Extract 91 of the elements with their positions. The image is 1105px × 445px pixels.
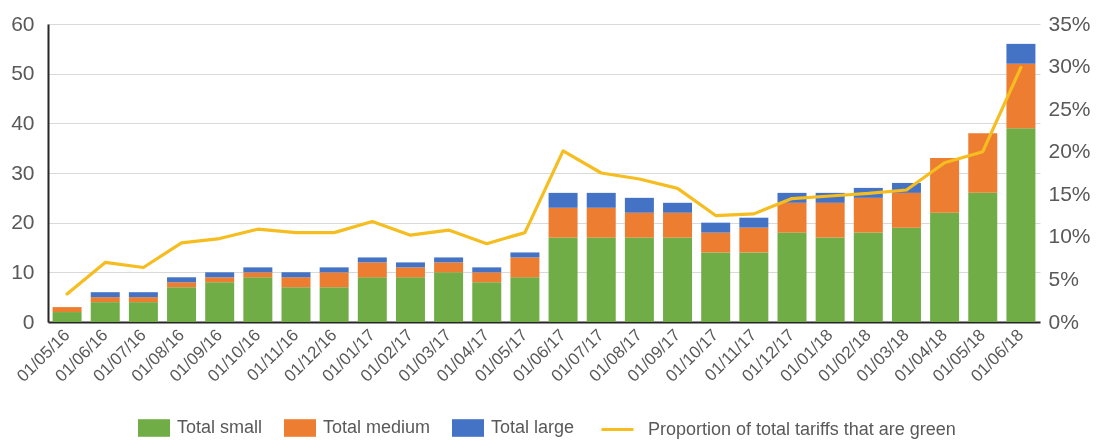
bar [281,272,311,278]
bar [548,192,578,208]
bar [510,277,540,322]
bar [586,207,616,238]
bar [395,262,425,268]
bar [930,212,960,322]
bar [1006,43,1036,64]
bar [205,277,235,283]
bar [1006,63,1036,129]
bar [319,287,349,322]
bar [167,282,197,288]
bar [128,292,158,298]
y-tick-label: 0 [22,309,35,333]
bar [663,202,693,213]
bar [243,267,273,273]
bar [395,277,425,322]
legend-label: Total small [177,417,263,437]
bar [434,262,464,273]
bar [90,292,120,298]
y2-tick-label: 25% [1048,96,1091,120]
y-tick-label: 20 [11,210,35,234]
bar [472,272,502,283]
legend-label: Total medium [323,417,431,437]
bar [357,262,387,278]
bar [357,277,387,322]
bar [853,232,883,322]
bar [472,282,502,322]
y2-tick-label: 10% [1048,224,1091,248]
bar [319,272,349,288]
bar [128,297,158,303]
y-tick-label: 10 [11,259,35,283]
bar [968,192,998,322]
bar [548,237,578,322]
legend-label: Total large [491,417,575,437]
bar [624,212,654,238]
bar [663,212,693,238]
bar [853,197,883,233]
bar [815,202,845,238]
bar [281,287,311,322]
bar [357,257,387,263]
bar [243,277,273,322]
bar [167,277,197,283]
y-tick-label: 50 [11,61,35,85]
bar [624,197,654,213]
bar [1006,128,1036,322]
y2-tick-label: 35% [1048,11,1091,35]
bar [243,272,273,278]
bar [968,133,998,193]
bar [815,237,845,322]
bar [777,202,807,233]
bar [52,312,82,322]
bar [395,267,425,278]
y-tick-label: 40 [11,110,35,134]
bar [319,267,349,273]
bar [701,232,731,253]
bar [434,257,464,263]
y2-tick-label: 20% [1048,139,1091,163]
bar [586,192,616,208]
bar [739,217,769,228]
bar [167,287,197,322]
y2-tick-label: 15% [1048,181,1091,205]
y-tick-label: 60 [11,11,35,35]
bar [891,227,921,322]
legend-label: Proportion of total tariffs that are green [648,418,956,439]
bar [434,272,464,322]
bar [739,227,769,253]
bar [891,192,921,228]
bar [510,252,540,258]
bar [739,252,769,322]
bar [930,158,960,213]
bar [472,267,502,273]
y-tick-label: 30 [11,160,35,184]
y2-tick-label: 5% [1048,266,1079,290]
bar [52,307,82,313]
bar [510,257,540,278]
y2-tick-label: 30% [1048,54,1091,78]
bar [90,302,120,322]
bar [205,272,235,278]
bar [586,237,616,322]
line-series [65,65,1023,296]
bar [663,237,693,322]
bar [90,297,120,303]
bar [281,277,311,288]
bar [205,282,235,322]
bar [624,237,654,322]
bar [701,252,731,322]
y2-tick-label: 0% [1048,309,1079,333]
bar [548,207,578,238]
bar [128,302,158,322]
bar [777,232,807,322]
bar [701,222,731,233]
